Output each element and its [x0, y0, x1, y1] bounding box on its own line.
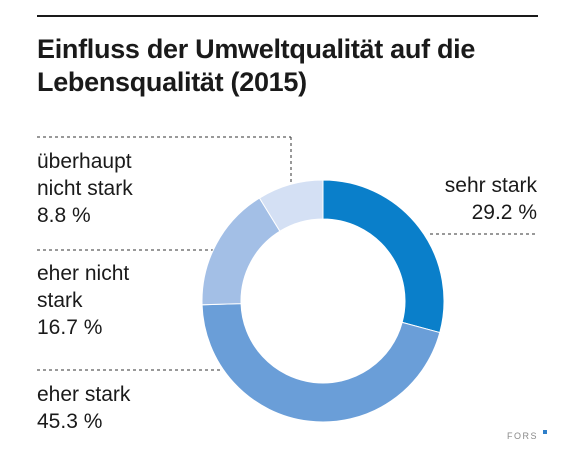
slice-label-ueberhaupt-nicht-stark: überhaupt nicht stark 8.8 %: [37, 148, 133, 229]
donut-slice: [258, 179, 324, 232]
slice-label-eher-nicht-stark: eher nicht stark 16.7 %: [37, 260, 129, 341]
slice-name-line: eher stark: [37, 383, 131, 406]
slice-label-sehr-stark: sehr stark 29.2 %: [445, 172, 537, 226]
slice-value-label: 45.3 %: [37, 410, 103, 433]
brand-logo: FORS: [507, 431, 539, 441]
leader-lines: [37, 136, 538, 371]
slice-label-eher-stark: eher stark 45.3 %: [37, 381, 130, 435]
slice-name-line: überhaupt: [37, 150, 132, 173]
slice-value-label: 29.2 %: [471, 201, 537, 224]
slice-name-line: eher nicht: [37, 262, 130, 285]
donut-slices: [201, 179, 445, 423]
brand-accent-dot: [543, 430, 547, 434]
slice-name-line: stark: [37, 289, 83, 312]
donut-slice: [201, 197, 281, 306]
slice-name-line: sehr stark: [444, 174, 537, 197]
donut-slice: [201, 303, 441, 423]
slice-name-line: nicht stark: [37, 177, 133, 200]
donut-slice: [322, 179, 445, 334]
slice-value-label: 8.8 %: [37, 204, 91, 227]
slice-value-label: 16.7 %: [37, 316, 103, 339]
chart-title: Einfluss der Umweltqualität auf die Lebe…: [37, 34, 476, 97]
